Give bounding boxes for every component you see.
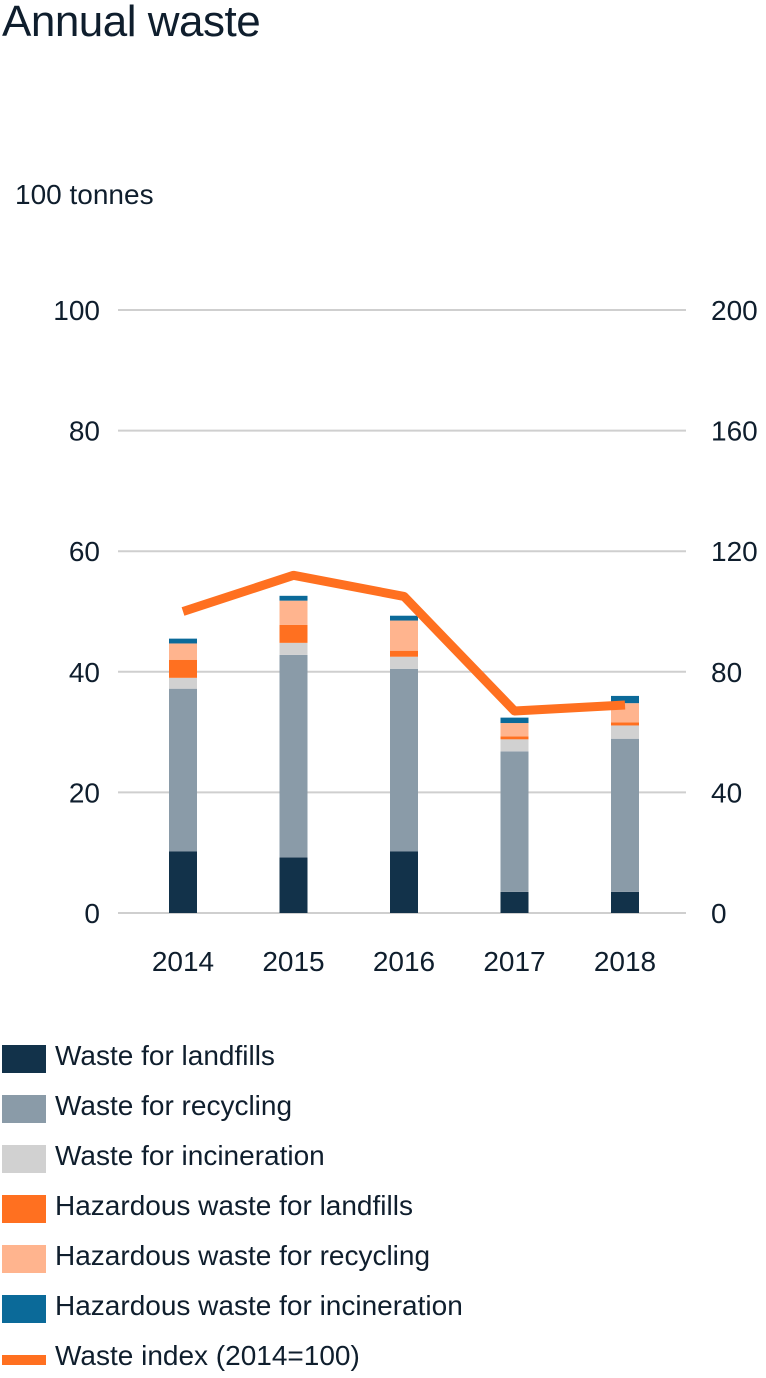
bar-segment [390,851,418,913]
x-tick-label: 2015 [262,946,324,977]
bar-segment [611,722,639,726]
bar-segment [169,659,197,678]
y-tick-label: 100 [53,295,100,326]
bar-segment [390,620,418,651]
legend-item: Hazardous waste for recycling [0,1236,700,1276]
y2-tick-label: 0 [711,898,727,929]
bar-segment [390,650,418,657]
bar-segment [279,857,308,913]
bar-segment [611,738,639,892]
bar-segment [279,595,308,601]
y-tick-label: 0 [84,898,100,929]
legend-item: Hazardous waste for landfills [0,1186,700,1226]
legend-label: Hazardous waste for incineration [55,1290,463,1321]
y2-tick-label: 200 [711,295,758,326]
legend-swatch [2,1145,46,1173]
y2-tick-label: 160 [711,416,758,447]
index-line [181,570,626,716]
bar-segment [169,851,197,913]
legend-swatch [2,1095,46,1123]
index-line-series [181,570,626,716]
bar-segment [169,677,197,689]
bar-segment [169,643,197,660]
legend-swatch [2,1245,46,1273]
y2-tick-label: 40 [711,777,742,808]
bar-segment [611,891,639,913]
y-tick-label: 20 [69,777,100,808]
legend-label: Waste for landfills [55,1040,275,1071]
x-tick-label: 2018 [594,946,656,977]
legend-label: Hazardous waste for recycling [55,1240,431,1271]
legend-label: Hazardous waste for landfills [55,1190,413,1221]
chart-svg: 0 0 20 40 40 80 60 120 80 160 100 200 2014 2015 2016 20… [53,295,757,977]
legend-label: Waste index (2014=100) [55,1340,360,1371]
bar-segment [500,717,529,724]
bar-segment [279,654,308,858]
bar-segment [169,688,197,852]
bar-segment [390,615,418,621]
bar-segment [279,600,308,625]
bar-segment [611,695,639,704]
bar-segment [500,723,529,737]
legend-swatch [2,1045,46,1073]
bar-segment [500,739,529,752]
y2-tick-label: 80 [711,657,742,688]
axis-ticks: 0 0 20 40 40 80 60 120 80 160 100 200 2014 2015 2016 20… [53,295,757,977]
y-tick-label: 40 [69,657,100,688]
chart-title: Annual waste [2,0,261,46]
y-tick-label: 60 [69,536,100,567]
bar-segment [500,891,529,913]
legend-swatch [2,1195,46,1223]
x-tick-label: 2017 [483,946,545,977]
bar-segment [169,638,197,644]
y-axis-unit-label: 100 tonnes [15,179,154,210]
bar-segment [279,642,308,655]
legend-item: Waste index (2014=100) [0,1336,700,1376]
bar-segment [611,725,639,739]
x-tick-label: 2014 [152,946,214,977]
x-tick-label: 2016 [373,946,435,977]
legend-item: Waste for landfills [0,1036,700,1076]
bar-segment [390,668,418,852]
y2-tick-label: 120 [711,536,758,567]
legend-label: Waste for recycling [55,1090,293,1121]
legend-item: Hazardous waste for incineration [0,1286,700,1326]
bar-segment [390,656,418,669]
bar-segment [279,624,308,643]
legend-swatch [2,1295,46,1323]
legend-item: Waste for recycling [0,1086,700,1126]
bar-segment [500,736,529,740]
y-tick-label: 80 [69,416,100,447]
legend-label: Waste for incineration [55,1140,325,1171]
bar-stacks [169,595,639,913]
bar-segment [500,751,529,892]
legend-item: Waste for incineration [0,1136,700,1176]
legend-line-swatch [2,1355,46,1365]
